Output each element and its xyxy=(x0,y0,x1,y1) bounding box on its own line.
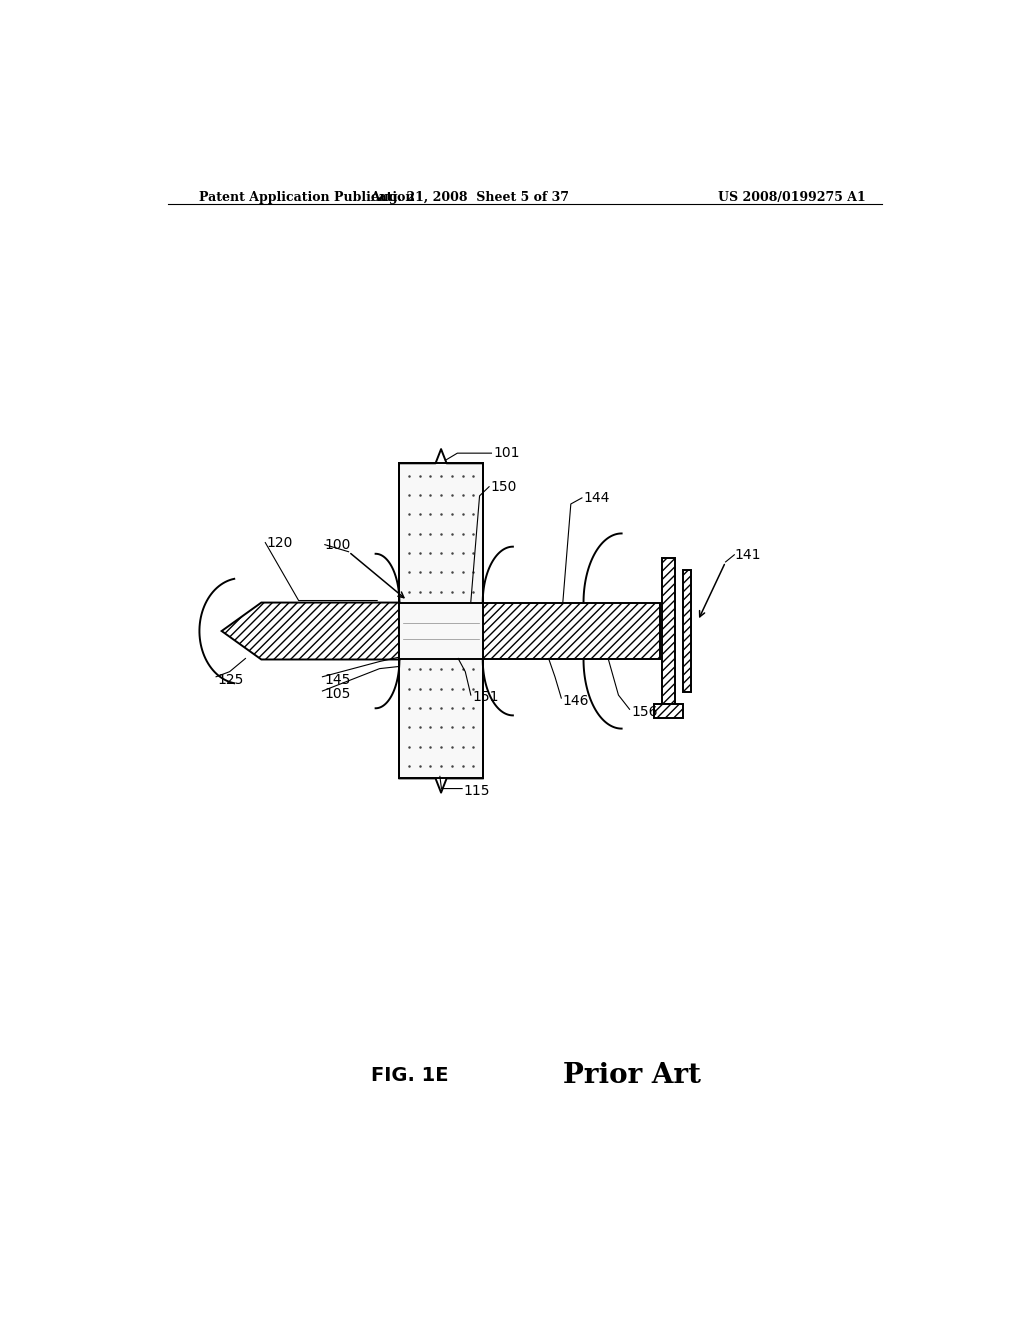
Bar xyxy=(683,570,690,692)
Text: 146: 146 xyxy=(563,694,590,708)
Text: 150: 150 xyxy=(490,479,517,494)
Bar xyxy=(654,704,683,718)
Text: 145: 145 xyxy=(324,673,350,686)
Text: US 2008/0199275 A1: US 2008/0199275 A1 xyxy=(718,191,866,203)
Text: Patent Application Publication: Patent Application Publication xyxy=(200,191,415,203)
Text: 144: 144 xyxy=(584,491,610,504)
Bar xyxy=(399,602,482,660)
Text: 141: 141 xyxy=(734,548,761,562)
Text: 125: 125 xyxy=(218,673,244,686)
Text: 115: 115 xyxy=(464,784,490,797)
Bar xyxy=(663,558,675,704)
Polygon shape xyxy=(482,602,659,660)
Text: 151: 151 xyxy=(472,690,499,704)
Text: 100: 100 xyxy=(325,537,351,552)
Text: FIG. 1E: FIG. 1E xyxy=(371,1065,449,1085)
Text: 105: 105 xyxy=(324,686,350,701)
Text: Aug. 21, 2008  Sheet 5 of 37: Aug. 21, 2008 Sheet 5 of 37 xyxy=(370,191,568,203)
Polygon shape xyxy=(221,602,399,660)
Text: 156: 156 xyxy=(631,705,657,719)
Text: 101: 101 xyxy=(494,446,519,461)
Bar xyxy=(399,463,482,779)
Text: 120: 120 xyxy=(267,536,293,549)
Text: Prior Art: Prior Art xyxy=(563,1061,701,1089)
